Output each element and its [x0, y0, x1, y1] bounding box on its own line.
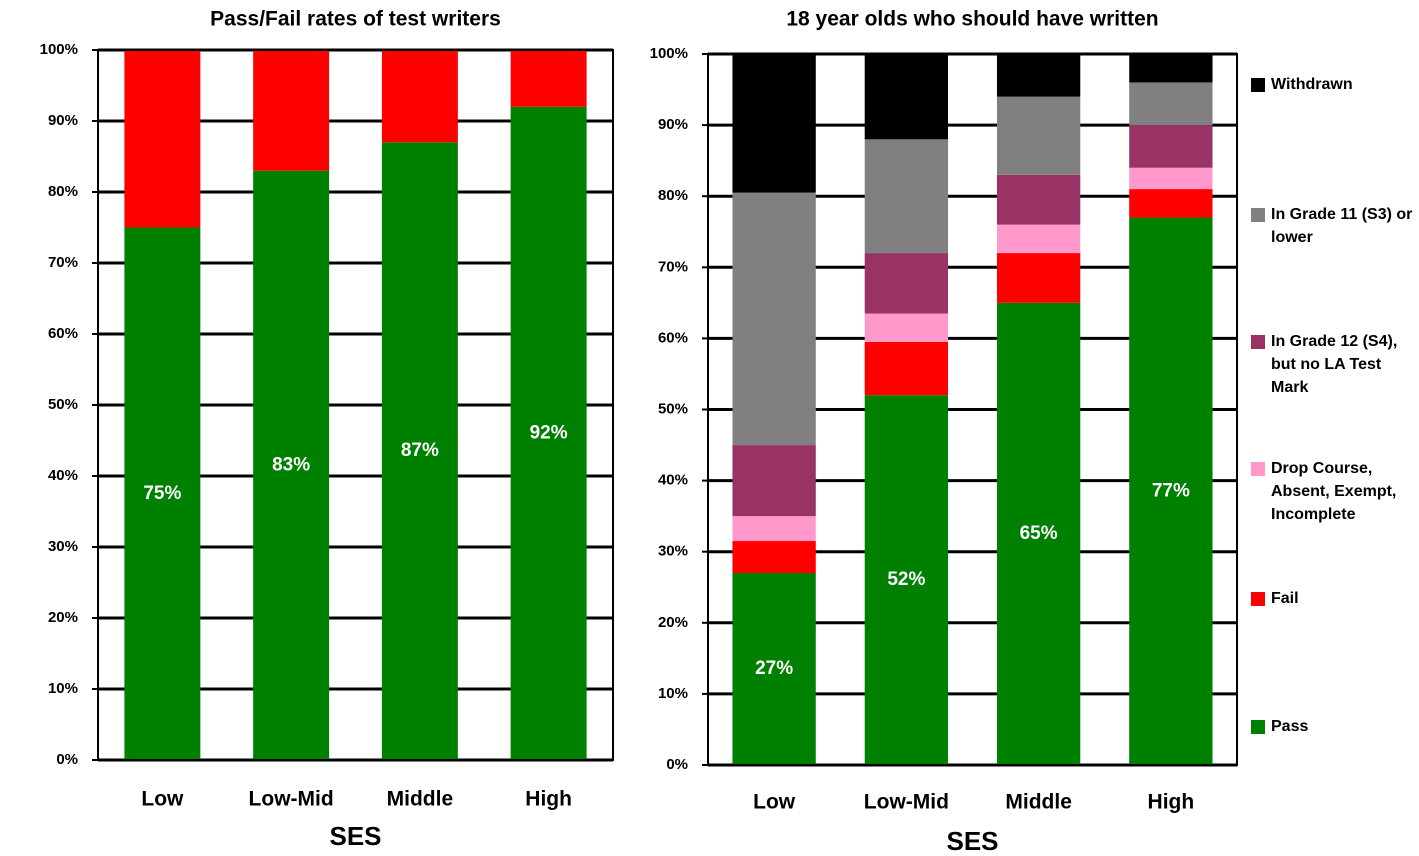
y-tick-label: 90%: [658, 116, 688, 133]
y-tick-label: 50%: [48, 396, 78, 413]
x-tick-label: Low: [753, 791, 796, 814]
bar-segment: [381, 142, 458, 761]
chart-title: 18 year olds who should have written: [786, 8, 1158, 31]
y-tick-label: 20%: [48, 609, 78, 626]
bar-segment: [253, 50, 330, 171]
bar-segment: [1129, 189, 1213, 218]
plot-frame: [97, 49, 614, 761]
bar-segment: [864, 253, 949, 314]
bar-segment: [996, 253, 1081, 303]
y-tick-label: 100%: [650, 45, 688, 62]
legend-entry: Drop Course, Absent, Exempt, Incomplete: [1251, 457, 1419, 526]
bar-segment: [864, 395, 949, 765]
bar-segment: [996, 302, 1081, 765]
y-tick-label: 50%: [658, 400, 688, 417]
legend-label: Fail: [1271, 590, 1299, 607]
y-tick-label: 40%: [48, 467, 78, 484]
bar-segment: [253, 170, 330, 760]
legend-swatch: [1251, 208, 1265, 222]
value-label: 92%: [530, 422, 568, 443]
y-tick-label: 30%: [48, 538, 78, 555]
legend-label: Drop Course, Absent, Exempt, Incomplete: [1271, 460, 1397, 523]
bar-segment: [996, 96, 1081, 175]
bar-segment: [510, 50, 587, 107]
y-tick-label: 100%: [40, 41, 78, 58]
x-tick-label: High: [525, 788, 572, 811]
y-tick-label: 80%: [658, 187, 688, 204]
y-tick-label: 60%: [48, 325, 78, 342]
legend-label: In Grade 11 (S3) or lower: [1271, 206, 1413, 246]
x-axis-label: SES: [329, 821, 381, 851]
chart-title: Pass/Fail rates of test writers: [210, 8, 501, 31]
legend-entry: Withdrawn: [1251, 73, 1419, 96]
bar-segment: [1129, 217, 1213, 765]
bar-segment: [864, 341, 949, 396]
y-tick-label: 10%: [658, 685, 688, 702]
x-tick-label: Low-Mid: [249, 788, 334, 811]
y-tick-label: 0%: [56, 751, 78, 768]
y-tick-label: 80%: [48, 183, 78, 200]
bar-segment: [732, 573, 816, 765]
bar-segment: [864, 313, 949, 342]
legend-entry: Pass: [1251, 715, 1419, 738]
legend-entry: In Grade 11 (S3) or lower: [1251, 203, 1419, 249]
value-label: 65%: [1020, 523, 1058, 544]
x-tick-label: Middle: [1005, 791, 1072, 814]
y-tick-label: 90%: [48, 112, 78, 129]
bar-segment: [1129, 54, 1213, 83]
value-label: 52%: [887, 569, 925, 590]
bar-segment: [996, 174, 1081, 225]
legend-swatch: [1251, 335, 1265, 349]
y-tick-label: 70%: [48, 254, 78, 271]
bar-segment: [124, 227, 201, 760]
x-tick-label: Low-Mid: [864, 791, 949, 814]
legend-entry: In Grade 12 (S4), but no LA Test Mark: [1251, 330, 1419, 399]
y-tick-label: 20%: [658, 614, 688, 631]
legend-label: Pass: [1271, 718, 1309, 735]
legend-swatch: [1251, 462, 1265, 476]
value-label: 83%: [272, 454, 310, 475]
legend-label: Withdrawn: [1271, 76, 1353, 93]
y-tick-label: 0%: [666, 756, 688, 773]
bar-segment: [732, 541, 816, 574]
legend-entry: Fail: [1251, 587, 1419, 610]
x-tick-label: Middle: [387, 788, 454, 811]
bar-segment: [732, 54, 816, 193]
bar-segment: [864, 139, 949, 254]
x-tick-label: High: [1148, 791, 1195, 814]
legend-swatch: [1251, 78, 1265, 92]
bar-segment: [732, 192, 816, 446]
x-tick-label: Low: [141, 788, 184, 811]
bar-segment: [1129, 125, 1213, 168]
plot-frame: [707, 53, 1238, 766]
bar-segment: [996, 54, 1081, 97]
legend-swatch: [1251, 720, 1265, 734]
y-tick-label: 10%: [48, 680, 78, 697]
bar-segment: [510, 106, 587, 761]
value-label: 87%: [401, 440, 439, 461]
y-tick-label: 60%: [658, 329, 688, 346]
value-label: 27%: [755, 658, 793, 679]
x-axis-label: SES: [946, 826, 998, 856]
legend-label: In Grade 12 (S4), but no LA Test Mark: [1271, 333, 1398, 396]
bar-segment: [732, 445, 816, 517]
y-tick-label: 30%: [658, 543, 688, 560]
bar-segment: [996, 224, 1081, 254]
bar-segment: [1129, 167, 1213, 190]
bar-segment: [124, 50, 201, 228]
bar-segment: [1129, 82, 1213, 126]
value-label: 77%: [1152, 480, 1190, 501]
y-tick-label: 40%: [658, 472, 688, 489]
bar-segment: [381, 50, 458, 143]
bar-segment: [864, 54, 949, 140]
bar-segment: [732, 516, 816, 542]
legend-swatch: [1251, 592, 1265, 606]
value-label: 75%: [143, 483, 181, 504]
y-tick-label: 70%: [658, 258, 688, 275]
